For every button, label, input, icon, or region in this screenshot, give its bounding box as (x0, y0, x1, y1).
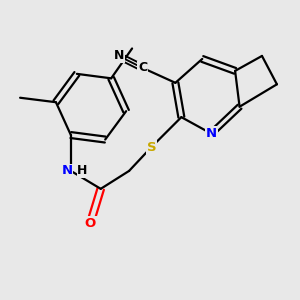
Text: C: C (138, 61, 147, 74)
Text: H: H (77, 164, 87, 177)
Text: S: S (147, 140, 156, 154)
Text: O: O (85, 217, 96, 230)
Text: N: N (206, 127, 217, 140)
Text: N: N (62, 164, 73, 177)
Text: N: N (113, 50, 124, 62)
